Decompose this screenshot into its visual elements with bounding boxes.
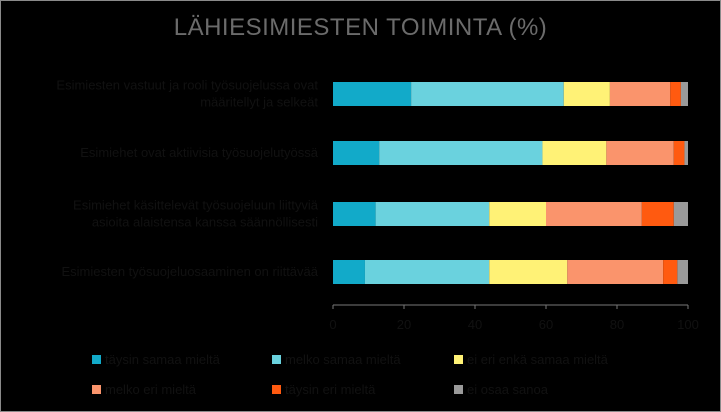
category-label: asioita alaistensa kanssa säännöllisesti (92, 215, 318, 230)
bar-segment (411, 82, 564, 106)
legend-item: melko eri mieltä (92, 381, 196, 397)
bar-segment (670, 82, 681, 106)
legend-label: täysin samaa mieltä (105, 351, 220, 367)
bar-segment (333, 82, 412, 106)
bar-segment (641, 202, 674, 226)
x-tick-label: 0 (329, 317, 336, 332)
chart-title: LÄHIESIMIESTEN TOIMINTA (%) (173, 14, 548, 41)
bar-segment (673, 141, 685, 165)
x-tick-label: 20 (397, 317, 411, 332)
legend-swatch (92, 354, 101, 364)
x-tick-label: 60 (539, 317, 553, 332)
category-label: määritellyt ja selkeät (200, 95, 318, 110)
category-label: Esimiesten vastuut ja rooli työsuojeluss… (56, 78, 318, 93)
legend-swatch (454, 354, 463, 364)
legend-item: melko samaa mieltä (272, 351, 401, 367)
bar-segment (567, 260, 664, 284)
bar-segment (673, 202, 688, 226)
bar-segment (333, 260, 365, 284)
bar-segment (379, 141, 543, 165)
bar-segment (563, 82, 610, 106)
legend-label: täysin eri mieltä (285, 381, 376, 397)
legend-swatch (454, 384, 463, 394)
bar-segment (375, 202, 490, 226)
x-tick-label: 80 (610, 317, 624, 332)
legend-label: ei eri enkä samaa mieltä (467, 351, 608, 367)
legend-item: ei osaa sanoa (454, 381, 548, 397)
bar-segment (489, 260, 568, 284)
bar-segment (333, 202, 376, 226)
bar-segment (680, 82, 688, 106)
x-tick-label: 40 (468, 317, 482, 332)
legend-swatch (92, 384, 101, 394)
legend-label: melko eri mieltä (105, 381, 197, 397)
legend-label: ei osaa sanoa (467, 381, 548, 397)
bar-segment (542, 141, 607, 165)
bar-segment (364, 260, 490, 284)
legend-item: täysin samaa mieltä (92, 351, 220, 367)
category-label: Esimiehet käsittelevät työsuojeluun liit… (73, 198, 319, 213)
x-tick-label: 100 (677, 317, 699, 332)
bar-segment (606, 141, 674, 165)
bar-segment (684, 141, 688, 165)
bar-segment (489, 202, 546, 226)
bar-segment (546, 202, 642, 226)
category-label: Esimiesten työsuojeluosaaminen on riittä… (61, 264, 318, 279)
bar-segment (333, 141, 380, 165)
bar-segment (663, 260, 678, 284)
bar-segment (609, 82, 671, 106)
bar-segment (677, 260, 688, 284)
legend-label: melko samaa mieltä (285, 351, 401, 367)
legend-item: ei eri enkä samaa mieltä (454, 351, 608, 367)
category-label: Esimiehet ovat aktiivisia työsuojelutyös… (80, 145, 318, 160)
legend-item: täysin eri mieltä (272, 381, 375, 397)
legend-swatch (272, 354, 281, 364)
legend-swatch (272, 384, 281, 394)
